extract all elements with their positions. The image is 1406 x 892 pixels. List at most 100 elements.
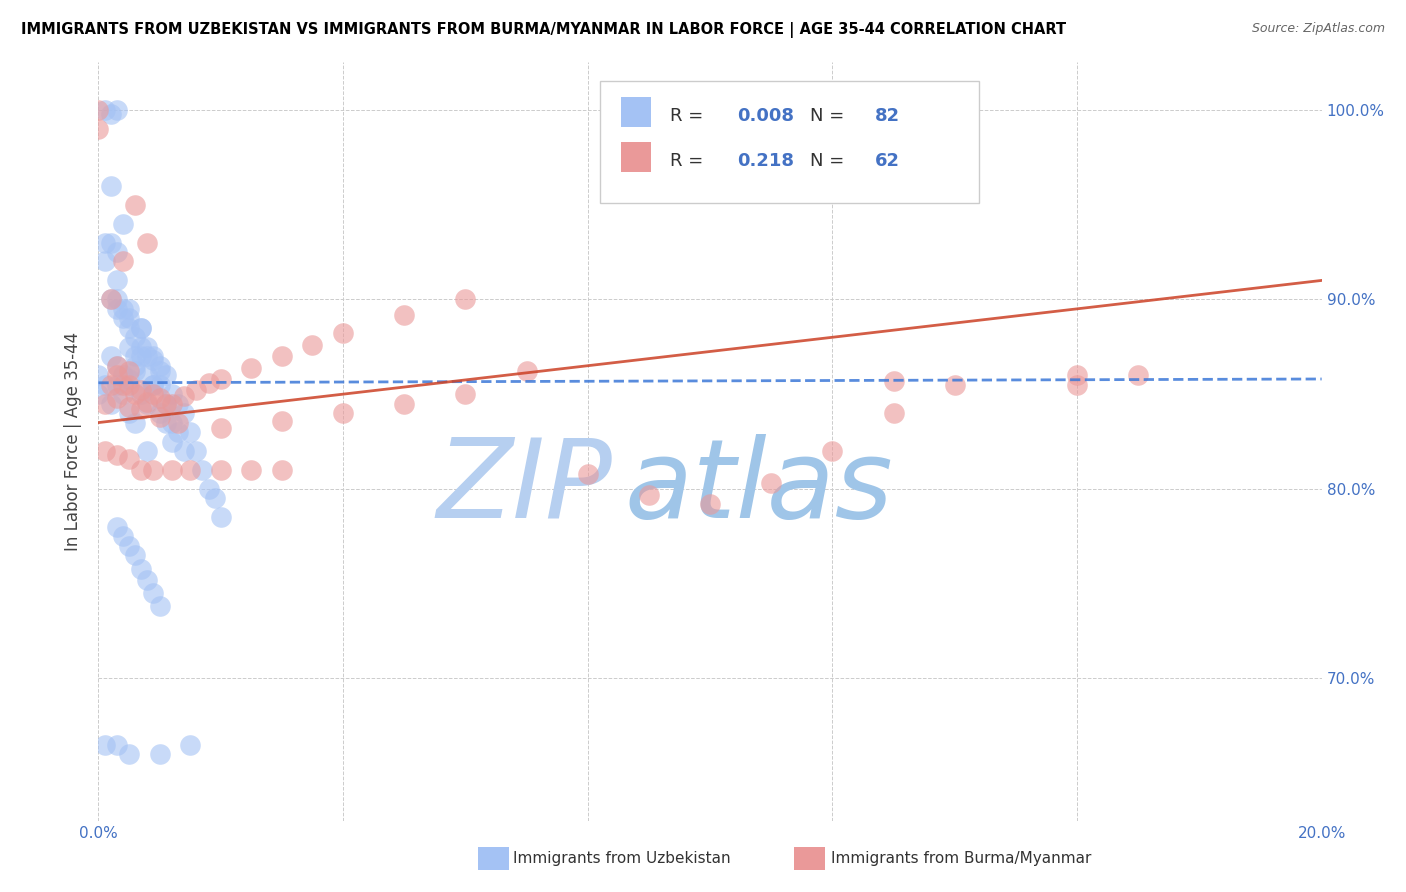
Point bbox=[129, 463, 152, 477]
Bar bbox=[620, 96, 651, 127]
Point bbox=[1128, 368, 1150, 383]
Point bbox=[209, 421, 232, 435]
Point bbox=[160, 387, 183, 401]
Point bbox=[105, 738, 128, 752]
Point bbox=[160, 434, 183, 449]
Point bbox=[167, 396, 190, 410]
Point bbox=[124, 416, 146, 430]
Point bbox=[209, 510, 232, 524]
Point bbox=[204, 491, 226, 506]
Point bbox=[129, 349, 152, 363]
Point bbox=[124, 359, 146, 373]
Text: 62: 62 bbox=[875, 152, 900, 170]
Text: 82: 82 bbox=[875, 106, 900, 125]
Point bbox=[142, 349, 165, 363]
Point bbox=[111, 387, 134, 401]
Point bbox=[155, 368, 177, 383]
Point bbox=[129, 320, 152, 334]
Point bbox=[454, 293, 477, 307]
Point bbox=[186, 384, 208, 398]
Point bbox=[124, 548, 146, 563]
Point bbox=[179, 425, 201, 439]
Point bbox=[149, 359, 172, 373]
Point bbox=[270, 414, 292, 428]
Bar bbox=[620, 142, 651, 172]
Point bbox=[118, 372, 141, 386]
Text: Source: ZipAtlas.com: Source: ZipAtlas.com bbox=[1251, 22, 1385, 36]
Point bbox=[149, 599, 172, 614]
Point bbox=[637, 487, 661, 501]
Point bbox=[392, 396, 416, 410]
Point bbox=[197, 376, 219, 390]
Point bbox=[129, 384, 152, 398]
Point bbox=[1066, 368, 1088, 383]
Point bbox=[149, 406, 172, 420]
Point bbox=[155, 396, 177, 410]
Point bbox=[111, 377, 134, 392]
Point bbox=[105, 359, 128, 373]
Point bbox=[699, 497, 721, 511]
Point bbox=[105, 368, 128, 383]
Point bbox=[93, 254, 115, 268]
Point bbox=[118, 311, 141, 326]
Point bbox=[111, 217, 134, 231]
Point bbox=[173, 444, 195, 458]
Text: IMMIGRANTS FROM UZBEKISTAN VS IMMIGRANTS FROM BURMA/MYANMAR IN LABOR FORCE | AGE: IMMIGRANTS FROM UZBEKISTAN VS IMMIGRANTS… bbox=[21, 22, 1066, 38]
Point bbox=[167, 425, 190, 439]
Y-axis label: In Labor Force | Age 35-44: In Labor Force | Age 35-44 bbox=[65, 332, 83, 551]
Point bbox=[100, 293, 122, 307]
Point bbox=[111, 368, 134, 383]
Point bbox=[105, 293, 128, 307]
Point bbox=[332, 326, 354, 341]
Point bbox=[179, 738, 201, 752]
Point bbox=[118, 320, 141, 334]
Text: R =: R = bbox=[669, 152, 714, 170]
Text: atlas: atlas bbox=[624, 434, 893, 541]
Point bbox=[155, 416, 177, 430]
Point bbox=[136, 396, 159, 410]
Point bbox=[186, 444, 208, 458]
Point bbox=[105, 520, 128, 534]
Text: 0.218: 0.218 bbox=[737, 152, 794, 170]
Point bbox=[270, 349, 292, 363]
Point bbox=[100, 377, 122, 392]
Point bbox=[93, 396, 115, 410]
Point bbox=[118, 401, 141, 415]
Point bbox=[105, 359, 128, 373]
Point bbox=[149, 377, 172, 392]
Text: Immigrants from Burma/Myanmar: Immigrants from Burma/Myanmar bbox=[831, 852, 1091, 866]
Point bbox=[240, 463, 263, 477]
Point bbox=[576, 467, 599, 481]
Point bbox=[87, 103, 110, 117]
Point bbox=[392, 308, 416, 322]
Point bbox=[142, 377, 165, 392]
Point bbox=[100, 349, 122, 363]
Point bbox=[332, 406, 354, 420]
Point bbox=[160, 396, 183, 410]
Point bbox=[118, 377, 141, 392]
Text: N =: N = bbox=[810, 152, 851, 170]
Point bbox=[142, 463, 165, 477]
Point bbox=[136, 394, 159, 409]
Point bbox=[943, 377, 966, 392]
Point bbox=[105, 103, 128, 117]
Point bbox=[129, 340, 152, 354]
Point bbox=[124, 349, 146, 363]
Point bbox=[149, 364, 172, 378]
Point bbox=[821, 444, 844, 458]
Point bbox=[111, 529, 134, 543]
Point bbox=[191, 463, 214, 477]
Point bbox=[118, 747, 141, 762]
Point bbox=[105, 273, 128, 287]
Point bbox=[129, 402, 152, 417]
Point bbox=[111, 311, 134, 326]
Point bbox=[111, 301, 134, 316]
Point bbox=[93, 377, 115, 392]
Point bbox=[270, 463, 292, 477]
Point bbox=[136, 235, 159, 250]
Point bbox=[129, 320, 152, 334]
Point bbox=[240, 360, 263, 375]
Point bbox=[173, 389, 195, 403]
Point bbox=[93, 738, 115, 752]
Point bbox=[136, 444, 159, 458]
